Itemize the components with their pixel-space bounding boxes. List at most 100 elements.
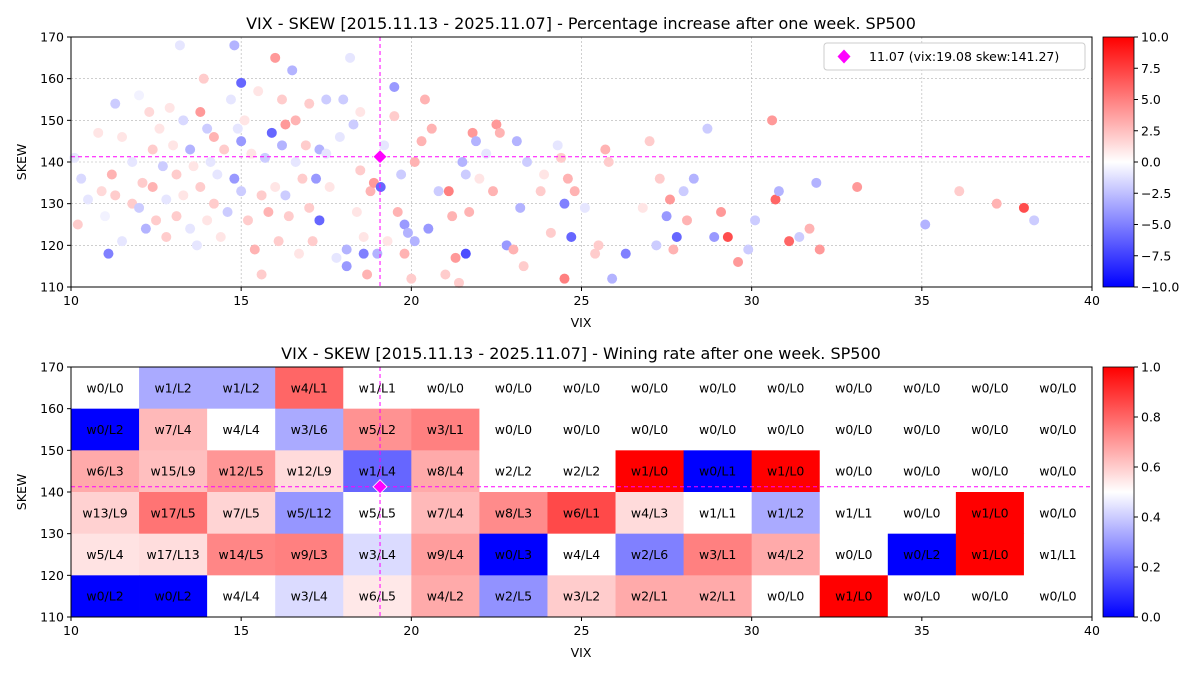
y-tick-label: 110: [40, 280, 64, 295]
heatmap-cell-label: w2/L2: [563, 464, 600, 479]
scatter-point: [651, 240, 662, 251]
scatter-point: [607, 273, 618, 284]
x-tick-label: 40: [1084, 293, 1100, 308]
scatter-point: [579, 202, 590, 213]
heatmap-cell: [1023, 367, 1093, 410]
heatmap-cell-label: w0/L0: [835, 422, 872, 437]
heatmap-cell-label: w8/L4: [427, 464, 464, 479]
scatter-point: [83, 194, 94, 205]
heatmap-cell: [343, 492, 412, 535]
heatmap-cell-label: w0/L0: [631, 380, 668, 395]
scatter-point: [426, 123, 437, 134]
heatmap-cell-label: w2/L2: [495, 464, 532, 479]
scatter-point: [535, 186, 546, 197]
scatter-point: [396, 169, 407, 180]
heatmap-cell-label: w0/L0: [903, 380, 940, 395]
scatter-point: [341, 244, 352, 255]
scatter-point: [96, 186, 107, 197]
heatmap-cell: [1023, 408, 1093, 451]
scatter-point: [110, 190, 121, 201]
heatmap-cell-label: w5/L4: [86, 547, 123, 562]
heatmap-cell: [343, 533, 412, 576]
scatter-point: [814, 244, 825, 255]
heatmap-cell: [683, 492, 753, 535]
scatter-point: [304, 202, 315, 213]
x-tick-label: 40: [1084, 623, 1100, 638]
heatmap-cell: [955, 367, 1025, 410]
heatmap-cell-label: w0/L0: [835, 464, 872, 479]
scatter-point: [593, 240, 604, 251]
heatmap-cell-label: w5/L5: [359, 505, 396, 520]
heatmap-cell: [819, 533, 889, 576]
heatmap-cell: [1023, 533, 1093, 576]
scatter-point: [773, 186, 784, 197]
heatmap-cell: [71, 450, 140, 493]
heatmap-cell-label: w0/L0: [427, 380, 464, 395]
scatter-point: [460, 169, 471, 180]
heatmap-cell: [615, 533, 684, 576]
heatmap-cell-label: w17/L13: [146, 547, 199, 562]
scatter-point: [716, 207, 727, 217]
scatter-point: [991, 198, 1002, 209]
heatmap-cell: [1023, 450, 1093, 493]
heatmap-cell: [547, 367, 616, 410]
heatmap-cell-label: w0/L0: [971, 589, 1008, 604]
heatmap-cell-label: w0/L0: [903, 505, 940, 520]
heatmap-cell: [547, 492, 616, 535]
scatter-point: [1018, 202, 1029, 213]
heatmap-cell-label: w0/L0: [903, 422, 940, 437]
scatter-points: [69, 40, 1040, 288]
y-tick-label: 150: [40, 443, 64, 458]
heatmap-cell-label: w0/L2: [86, 589, 123, 604]
heatmap-cell: [819, 450, 889, 493]
scatter-point: [222, 207, 233, 217]
scatter-point: [539, 169, 550, 180]
heatmap-cell: [1023, 492, 1093, 535]
heatmap-cell-label: w0/L0: [563, 422, 600, 437]
heatmap-cell: [139, 408, 208, 451]
scatter-point: [644, 136, 655, 147]
heatmap-cell-label: w8/L3: [495, 505, 532, 520]
y-tick-label: 130: [40, 526, 64, 541]
heatmap-cell: [343, 367, 412, 410]
scatter-point: [440, 269, 451, 280]
scatter-point: [457, 157, 468, 167]
heatmap-cell-label: w0/L0: [1039, 464, 1076, 479]
scatter-point: [355, 107, 366, 117]
scatter-point: [668, 244, 679, 255]
heatmap-cell: [683, 575, 753, 618]
heatmap-cell: [887, 408, 957, 451]
x-tick-label: 35: [914, 293, 930, 308]
heatmap-cell-label: w0/L2: [154, 589, 191, 604]
heatmap-cell-label: w12/L5: [219, 464, 264, 479]
heatmap-cell-label: w1/L4: [359, 464, 396, 479]
heatmap-cell-label: w1/L0: [767, 464, 804, 479]
scatter-point: [154, 123, 165, 134]
scatter-point: [688, 173, 699, 184]
legend-box: [823, 42, 1086, 71]
scatter-point: [185, 223, 196, 234]
heatmap-chart: VIX - SKEW [2015.11.13 - 2025.11.07] - W…: [14, 344, 1161, 660]
heatmap-cell-label: w0/L0: [1039, 422, 1076, 437]
scatter-point: [171, 169, 182, 180]
scatter-point: [93, 127, 104, 138]
heatmap-cell-label: w1/L0: [631, 464, 668, 479]
heatmap-cell-label: w4/L2: [427, 589, 464, 604]
heatmap-current-crosshair: [71, 367, 1092, 617]
scatter-point: [954, 186, 965, 197]
scatter-point: [545, 227, 556, 238]
scatter-point: [750, 215, 761, 226]
x-tick-label: 25: [574, 623, 590, 638]
scatter-point: [494, 127, 505, 138]
y-tick-label: 170: [40, 30, 64, 45]
scatter-point: [382, 236, 393, 247]
scatter-point: [331, 252, 342, 263]
heatmap-cell: [887, 367, 957, 410]
x-tick-label: 25: [574, 293, 590, 308]
x-tick-label: 15: [233, 293, 249, 308]
heatmap-cell: [71, 575, 140, 618]
scatter-x-ticks: 10 15 20 25 30 35 40: [63, 287, 1100, 308]
heatmap-cell: [207, 533, 276, 576]
heatmap-cell-label: w0/L0: [767, 589, 804, 604]
